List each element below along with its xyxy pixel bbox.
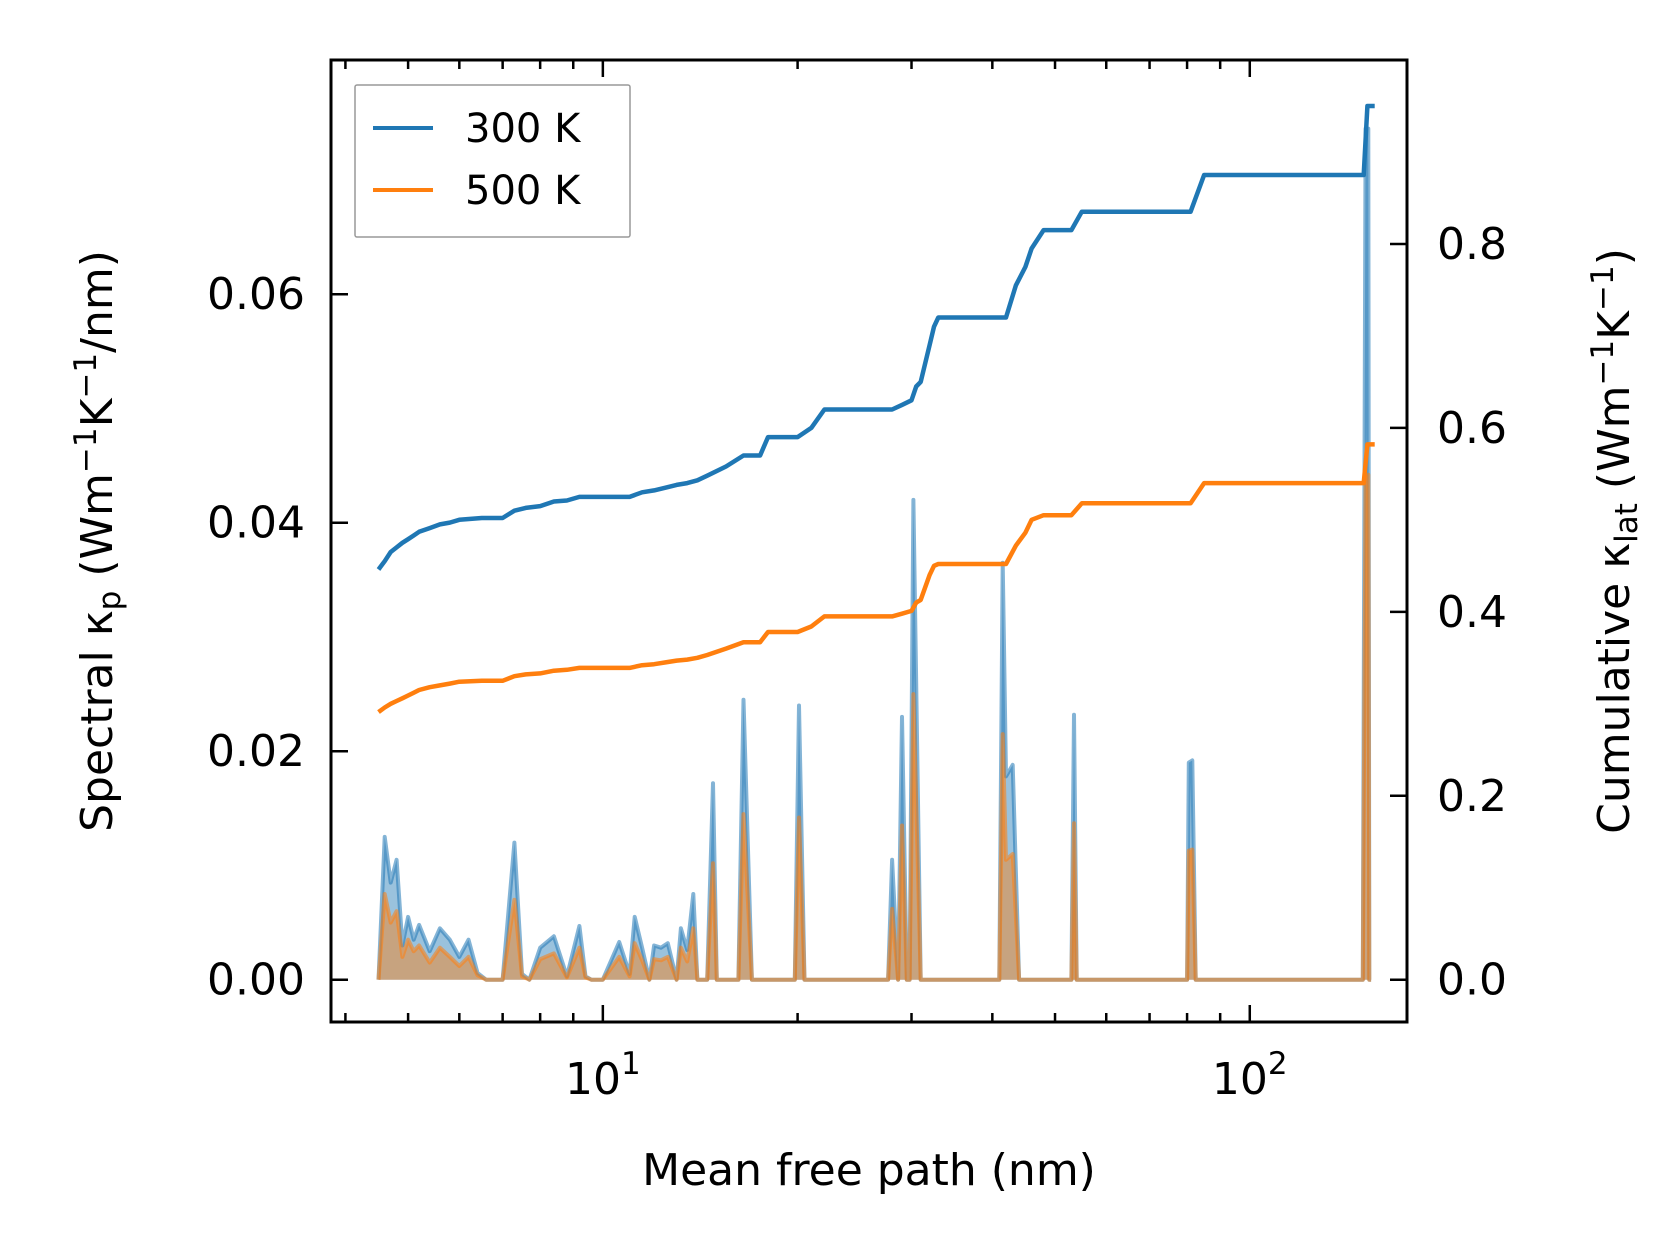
legend-label-500k: 500 K: [465, 168, 582, 214]
legend-box: [354, 84, 631, 238]
right-y-tick-label: 0.8: [1437, 219, 1507, 270]
left-y-tick-label: 0.06: [207, 269, 305, 320]
cumulative-line-500k: [377, 442, 1375, 714]
legend-label-300k: 300 K: [465, 106, 582, 152]
spectral-fill-layer: [376, 126, 1372, 982]
left-y-tick-label: 0.02: [207, 726, 305, 777]
right-y-tick-label: 0.6: [1437, 403, 1507, 454]
right-y-axis-title: Cumulative κlat (Wm−1K−1): [1585, 248, 1645, 834]
tick-layer: 0.00 0.02 0.04 0.06 0.0 0.2 0.4 0.6 0.8 101 102: [207, 60, 1507, 1105]
cumulative-line-layer: [376, 103, 1375, 714]
x-tick-label: 102: [1212, 1046, 1288, 1105]
plot-area-frame: [329, 58, 1409, 1024]
legend: 300 K 500 K: [354, 84, 631, 238]
spectral-line-500k: [376, 472, 1372, 982]
left-y-tick-label: 0.04: [207, 498, 305, 549]
x-tick-label: 101: [565, 1046, 641, 1105]
right-y-tick-label: 0.2: [1437, 771, 1507, 822]
left-y-axis-title: Spectral κp (Wm−1K−1/nm): [68, 250, 128, 832]
right-y-tick-label: 0.0: [1437, 955, 1507, 1006]
left-y-tick-label: 0.00: [207, 955, 305, 1006]
x-axis-title: Mean free path (nm): [642, 1145, 1096, 1196]
right-y-tick-label: 0.4: [1437, 587, 1507, 638]
cumulative-line-300k: [376, 103, 1375, 571]
